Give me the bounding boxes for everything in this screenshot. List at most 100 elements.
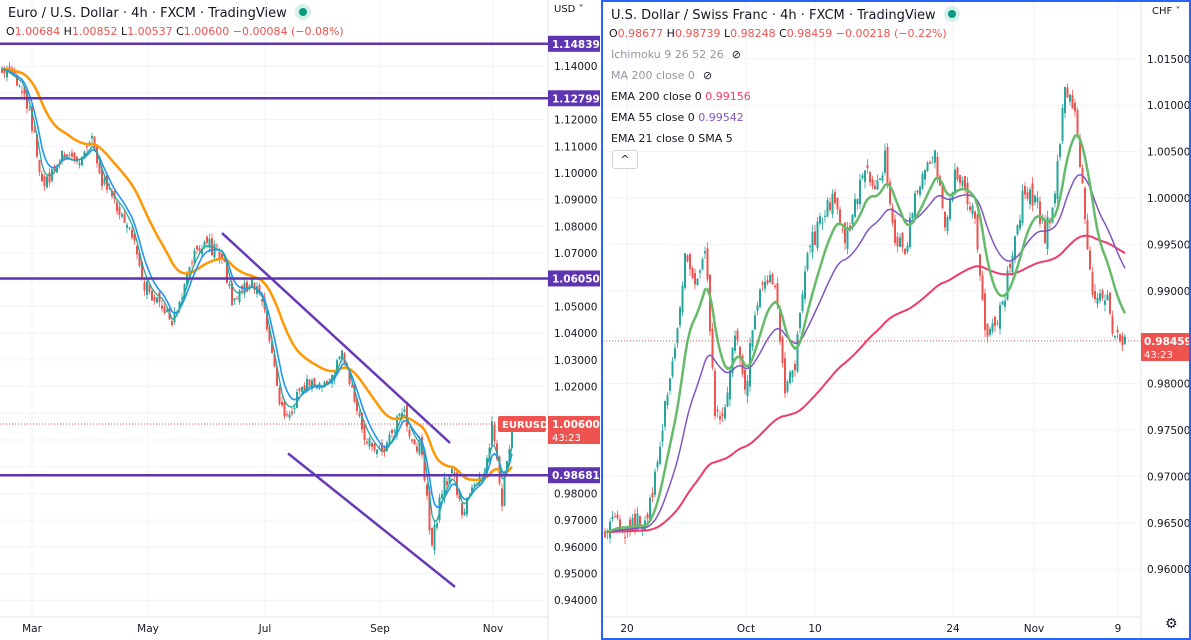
candle bbox=[153, 296, 156, 302]
candle bbox=[221, 253, 223, 260]
symbol-tag-bg bbox=[498, 415, 546, 432]
x-tick-label: Sep bbox=[370, 623, 390, 635]
currency-selector[interactable]: CHF ˅ bbox=[1152, 6, 1180, 17]
candle bbox=[433, 524, 436, 550]
candle bbox=[951, 192, 954, 201]
candle bbox=[1056, 160, 1059, 199]
level-price-label: 1.12799 bbox=[552, 93, 600, 105]
eye-slash-icon[interactable]: ⊘ bbox=[702, 69, 713, 82]
candle bbox=[1, 68, 3, 73]
candle bbox=[503, 474, 506, 507]
candle bbox=[166, 309, 168, 312]
chart-title: U.S. Dollar / Swiss Franc · 4h · FXCM · … bbox=[611, 8, 936, 23]
last-price-label-bg bbox=[548, 415, 600, 444]
candle bbox=[71, 152, 73, 157]
candle bbox=[1066, 87, 1069, 98]
candle bbox=[126, 224, 128, 228]
candle bbox=[661, 430, 664, 442]
candle bbox=[231, 282, 233, 306]
candle bbox=[463, 511, 466, 516]
candle bbox=[253, 282, 256, 291]
candle bbox=[1071, 95, 1074, 109]
candle bbox=[326, 381, 328, 384]
candle bbox=[761, 282, 764, 285]
candle bbox=[416, 446, 418, 452]
candle bbox=[674, 348, 676, 359]
legend-ema200[interactable]: EMA 200 close 0 0.99156 bbox=[611, 90, 751, 103]
candle bbox=[919, 186, 921, 195]
candle bbox=[133, 233, 136, 241]
candle bbox=[859, 179, 861, 205]
ema-200-line bbox=[604, 234, 1126, 534]
collapse-legend-button[interactable]: ^ bbox=[612, 150, 638, 169]
candle bbox=[91, 136, 93, 139]
candle bbox=[756, 305, 759, 311]
level-price-label: 0.98681 bbox=[552, 470, 600, 482]
eurusd-chart-canvas[interactable]: 1.14000 1.12000 1.11000 1.10000 1.09000 1.080… bbox=[0, 0, 600, 640]
trendline[interactable] bbox=[221, 232, 451, 444]
candle bbox=[986, 324, 989, 337]
candle bbox=[493, 424, 496, 442]
y-tick-label: 1.01000 bbox=[1147, 100, 1189, 112]
candle bbox=[248, 285, 251, 287]
candle bbox=[1099, 293, 1101, 301]
candle bbox=[193, 250, 196, 264]
candle bbox=[1069, 94, 1071, 102]
candle bbox=[271, 341, 273, 354]
bar-countdown: 43:23 bbox=[1144, 350, 1173, 361]
candle bbox=[501, 488, 503, 507]
candle bbox=[31, 107, 33, 131]
candle bbox=[1101, 290, 1104, 299]
y-tick-label: 1.00500 bbox=[1147, 147, 1189, 159]
candle bbox=[914, 193, 916, 218]
legend-ema55[interactable]: EMA 55 close 0 0.99542 bbox=[611, 111, 744, 124]
candle bbox=[866, 165, 869, 169]
eye-slash-icon[interactable]: ⊘ bbox=[731, 48, 741, 61]
candle bbox=[659, 446, 661, 464]
usdchf-chart-panel[interactable]: 1.01500 1.01000 1.00500 1.00000 0.99500 0.990… bbox=[601, 0, 1191, 640]
y-tick-label: 1.11000 bbox=[554, 141, 597, 153]
candle bbox=[338, 356, 341, 360]
candle bbox=[679, 307, 681, 326]
candle bbox=[871, 179, 874, 186]
candle bbox=[238, 290, 241, 302]
market-open-status-icon bbox=[947, 10, 956, 18]
candle bbox=[148, 284, 151, 292]
legend-ichimoku[interactable]: Ichimoku 9 26 52 26 ⊘ bbox=[611, 48, 741, 61]
usdchf-chart-canvas[interactable]: 1.01500 1.01000 1.00500 1.00000 0.99500 0.990… bbox=[603, 2, 1189, 638]
candle bbox=[881, 175, 884, 181]
candle bbox=[666, 395, 669, 406]
candle bbox=[956, 167, 959, 180]
candle bbox=[251, 278, 253, 287]
candle bbox=[458, 492, 461, 500]
currency-selector[interactable]: USD ˅ bbox=[554, 4, 584, 15]
legend-ema21[interactable]: EMA 21 close 0 SMA 5 bbox=[611, 132, 733, 145]
candle bbox=[836, 197, 839, 210]
candle bbox=[646, 514, 649, 519]
candle bbox=[876, 180, 879, 190]
settings-gear-icon[interactable]: ⚙ bbox=[1165, 616, 1178, 632]
candle bbox=[286, 414, 288, 416]
low-value: 0.98248 bbox=[730, 27, 776, 40]
candle bbox=[246, 281, 248, 292]
candle bbox=[629, 519, 631, 531]
symbol-tag: EURUSD bbox=[502, 420, 548, 431]
candle bbox=[98, 162, 101, 174]
candle bbox=[391, 429, 393, 434]
candle bbox=[701, 259, 704, 270]
candle bbox=[38, 160, 41, 173]
candle bbox=[746, 380, 749, 397]
eurusd-chart-panel[interactable]: 1.14000 1.12000 1.11000 1.10000 1.09000 1.080… bbox=[0, 0, 600, 640]
legend-ma200[interactable]: MA 200 close 0 ⊘ bbox=[611, 69, 712, 82]
y-tick-label: 1.00000 bbox=[1147, 193, 1189, 205]
market-open-status-icon bbox=[298, 8, 307, 16]
candle bbox=[676, 328, 679, 344]
level-price-label-bg bbox=[548, 90, 600, 107]
candle bbox=[669, 378, 671, 391]
candle bbox=[461, 503, 463, 516]
candle bbox=[341, 350, 343, 360]
candle bbox=[298, 388, 301, 391]
chart-header: U.S. Dollar / Swiss Franc · 4h · FXCM · … bbox=[611, 8, 956, 23]
candle bbox=[809, 246, 811, 248]
candle bbox=[358, 413, 361, 417]
